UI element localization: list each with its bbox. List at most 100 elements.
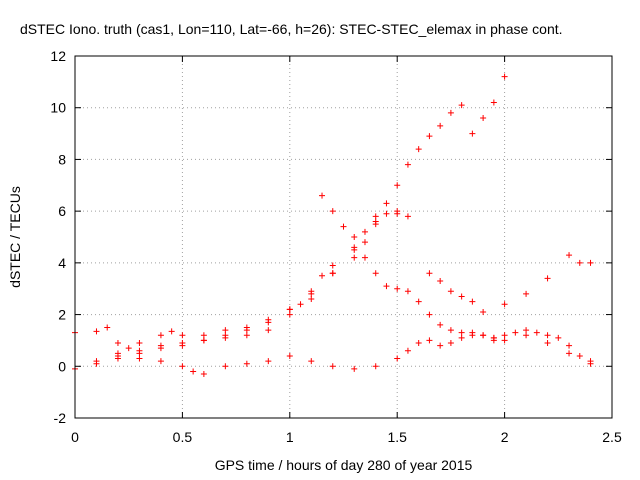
data-point [93,328,100,335]
plot-frame [74,55,613,419]
data-point [190,368,197,375]
x-tick-label: 1 [286,429,294,445]
y-tick-label: 4 [58,255,66,271]
data-point [372,213,379,220]
data-point [265,316,272,323]
data-point [114,340,121,347]
axis-ticks [74,55,613,419]
data-point [426,337,433,344]
data-point [114,352,121,359]
data-point [308,288,315,295]
data-point [566,252,573,259]
data-point [222,334,229,341]
data-point [576,352,583,359]
data-point [136,340,143,347]
data-point [415,298,422,305]
data-point [222,327,229,334]
data-point [426,270,433,277]
data-point [404,161,411,168]
data-point [351,365,358,372]
data-point [404,288,411,295]
data-point [394,182,401,189]
data-point [458,102,465,109]
data-point [480,308,487,315]
data-point [501,332,508,339]
data-point [523,290,530,297]
data-point [243,324,250,331]
data-point [458,329,465,336]
y-tick-labels: -2 0 2 4 6 8 10 12 [50,48,66,426]
data-point [136,347,143,354]
data-point [544,340,551,347]
data-point [447,340,454,347]
data-point [179,332,186,339]
data-point [136,355,143,362]
data-point [587,358,594,365]
data-point [157,342,164,349]
data-point [125,345,132,352]
data-point [437,122,444,129]
x-tick-label: 1.5 [387,429,407,445]
data-point [469,298,476,305]
data-point [179,363,186,370]
x-axis-title: GPS time / hours of day 280 of year 2015 [215,457,473,473]
data-point [490,337,497,344]
data-point [200,337,207,344]
data-point [544,332,551,339]
data-point [587,259,594,266]
data-point [469,130,476,137]
data-point [415,340,422,347]
data-point [372,363,379,370]
data-point [501,73,508,80]
x-tick-label: 2.5 [602,429,622,445]
data-point [404,347,411,354]
data-point [447,327,454,334]
data-point [566,350,573,357]
data-point [351,254,358,261]
data-point [394,355,401,362]
data-points [72,73,594,378]
data-point [319,192,326,199]
data-point [458,293,465,300]
data-point [512,329,519,336]
y-tick-label: 8 [58,151,66,167]
data-point [533,329,540,336]
data-point [351,234,358,240]
data-point [222,363,229,370]
grid [75,56,612,418]
data-point [490,99,497,106]
data-point [447,288,454,295]
data-point [243,332,250,339]
data-point [340,223,347,230]
data-point [566,342,573,349]
data-point [286,311,293,318]
x-tick-labels: 0 0.5 1 1.5 2 2.5 [71,429,622,445]
data-point [329,270,336,277]
data-point [544,275,551,282]
data-point [308,296,315,303]
data-point [469,332,476,339]
data-point [383,200,390,207]
data-point [415,146,422,153]
data-point [286,352,293,359]
data-point [447,109,454,116]
data-point [243,360,250,367]
y-tick-label: 6 [58,203,66,219]
data-point [437,321,444,328]
data-point [286,306,293,313]
data-point [200,371,207,378]
data-point [523,332,530,339]
chart-title: dSTEC Iono. truth (cas1, Lon=110, Lat=-6… [20,21,563,37]
data-point [437,277,444,284]
data-point [437,342,444,349]
y-tick-label: 2 [58,307,66,323]
data-point [361,228,368,235]
data-point [501,337,508,344]
x-tick-label: 2 [501,429,509,445]
data-point [351,244,358,251]
data-point [329,363,336,370]
data-point [383,283,390,290]
data-point [426,133,433,140]
data-point [394,285,401,292]
